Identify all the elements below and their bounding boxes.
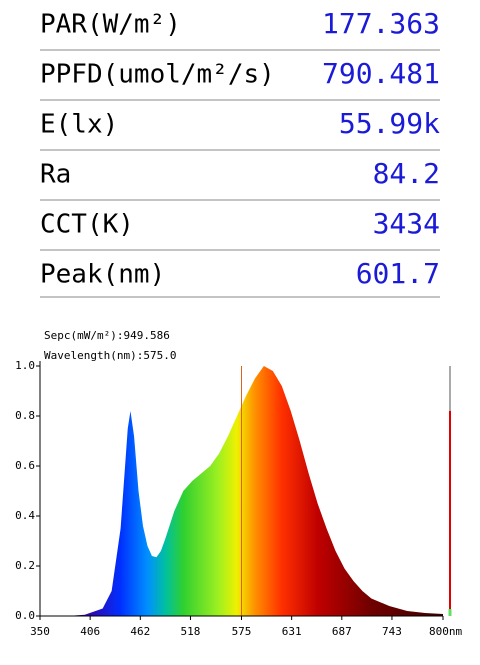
y-tick-label: 0.8	[15, 409, 35, 422]
row-label: PPFD(umol/m²/s)	[40, 60, 275, 90]
y-tick-label: 0.0	[15, 609, 35, 622]
row-label: Ra	[40, 160, 71, 190]
row-label: PAR(W/m²)	[40, 10, 181, 40]
row-label: Peak(nm)	[40, 260, 165, 290]
annotation: Sepc(mW/m²):949.586	[44, 329, 170, 342]
x-tick-label: 406	[80, 625, 100, 638]
x-tick-label: 687	[332, 625, 352, 638]
annotation: Wavelength(nm):575.0	[44, 349, 176, 362]
y-tick-label: 0.4	[15, 509, 35, 522]
row-value: 177.363	[322, 7, 440, 40]
y-tick-label: 0.2	[15, 559, 35, 572]
row-label: CCT(K)	[40, 210, 134, 240]
x-tick-label: 518	[181, 625, 201, 638]
spectrum-chart: Sepc(mW/m²):949.586 Wavelength(nm):575.0 0…	[15, 329, 462, 638]
row-value: 3434	[373, 207, 440, 240]
x-tick-label: 631	[282, 625, 302, 638]
row-value: 55.99k	[339, 107, 440, 140]
y-tick-label: 0.6	[15, 459, 35, 472]
row-value: 601.7	[356, 257, 440, 290]
y-tick-label: 1.0	[15, 359, 35, 372]
row-label: E(lx)	[40, 110, 118, 140]
measurement-table: PAR(W/m²) 177.363 PPFD(umol/m²/s) 790.481 E(…	[40, 7, 440, 298]
x-tick-label: 800nm	[429, 625, 462, 638]
x-tick-label: 462	[130, 625, 150, 638]
row-value: 790.481	[322, 57, 440, 90]
spectrum-area	[66, 366, 443, 616]
row-value: 84.2	[373, 157, 440, 190]
x-tick-label: 743	[382, 625, 402, 638]
x-tick-label: 575	[232, 625, 252, 638]
x-tick-label: 350	[30, 625, 50, 638]
